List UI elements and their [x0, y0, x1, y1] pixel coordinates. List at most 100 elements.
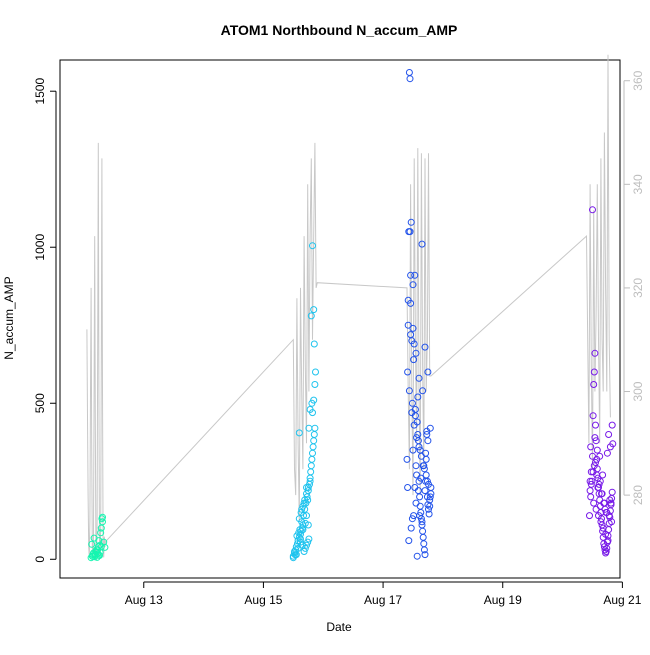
data-point	[602, 548, 610, 555]
data-point	[99, 513, 106, 521]
data-point	[88, 540, 96, 548]
data-point	[306, 477, 314, 485]
data-point	[608, 518, 616, 526]
data-point	[413, 471, 421, 479]
data-point	[416, 502, 424, 510]
x-tick-label: Aug 21	[603, 593, 641, 607]
data-point	[301, 496, 309, 504]
data-point	[90, 534, 98, 542]
data-point	[590, 499, 598, 507]
data-point	[591, 434, 599, 442]
data-point	[310, 340, 318, 348]
data-point	[97, 524, 105, 532]
data-point	[422, 471, 430, 479]
data-point	[586, 512, 593, 520]
data-point	[602, 509, 610, 516]
data-point	[418, 518, 426, 526]
data-point	[409, 446, 417, 454]
x-tick-label: Aug 13	[125, 593, 163, 607]
data-point	[419, 527, 427, 535]
data-point	[304, 521, 312, 529]
data-point	[309, 449, 316, 457]
data-point	[308, 455, 316, 463]
data-point	[586, 487, 594, 495]
data-point	[97, 529, 105, 537]
data-point	[312, 368, 319, 376]
data-point	[304, 538, 312, 546]
data-point	[425, 510, 433, 518]
data-point	[416, 493, 424, 501]
data-point	[595, 480, 603, 488]
data-point	[590, 462, 598, 470]
data-point	[405, 387, 413, 395]
data-point	[603, 449, 611, 457]
y2-tick-label: 360	[631, 70, 645, 90]
data-point	[291, 548, 298, 555]
data-point	[412, 499, 420, 507]
data-point	[407, 299, 415, 307]
data-point	[299, 502, 307, 510]
data-point	[420, 546, 428, 554]
y2-tick-label: 280	[631, 485, 645, 505]
y-tick-label: 1500	[33, 78, 47, 105]
data-point	[408, 515, 416, 523]
data-point	[298, 541, 306, 549]
data-point	[406, 75, 414, 83]
data-point	[89, 553, 97, 560]
data-point	[408, 399, 416, 407]
plot-frame	[59, 59, 621, 579]
data-point	[311, 424, 319, 432]
data-point	[296, 526, 304, 534]
data-point	[407, 331, 415, 339]
data-point	[307, 312, 315, 320]
data-point	[305, 535, 313, 543]
data-point	[592, 505, 600, 513]
data-point	[602, 530, 610, 538]
data-point	[424, 501, 432, 509]
data-point	[590, 381, 598, 388]
x-tick-label: Aug 17	[364, 593, 402, 607]
data-point	[307, 462, 315, 470]
data-point	[303, 512, 310, 520]
data-point	[589, 412, 597, 420]
data-point	[592, 421, 599, 429]
chart-title: ATOM1 Northbound N_accum_AMP	[221, 22, 458, 38]
data-point	[413, 552, 421, 560]
data-point	[598, 490, 605, 498]
data-point	[99, 518, 106, 526]
x-axis-title: Date	[326, 620, 352, 634]
data-point	[587, 480, 595, 488]
data-point	[310, 431, 318, 438]
y2-tick-label: 340	[631, 174, 645, 194]
data-point	[407, 218, 415, 226]
data-point	[426, 493, 434, 501]
data-point	[309, 242, 316, 250]
data-point	[420, 540, 428, 548]
data-point	[421, 343, 429, 351]
data-point	[311, 381, 319, 388]
x-tick-label: Aug 19	[484, 593, 522, 607]
data-point	[415, 443, 423, 451]
y-tick-label: 1000	[33, 234, 47, 261]
data-point	[299, 526, 307, 534]
data-point	[405, 537, 413, 545]
data-point	[404, 484, 412, 491]
data-point	[606, 496, 614, 504]
y-axis-title: N_accum_AMP	[2, 276, 16, 359]
plot-area: Aug 13 Aug 15 Aug 17 Aug 19 Aug 21 0 500 1000 15…	[33, 54, 645, 607]
data-point	[420, 465, 428, 473]
data-point	[594, 484, 602, 491]
data-point	[423, 477, 431, 485]
data-point	[414, 487, 422, 495]
data-point	[600, 499, 608, 507]
data-point	[586, 477, 594, 485]
data-point	[297, 535, 304, 543]
data-point	[101, 543, 109, 551]
data-point	[604, 537, 612, 545]
data-point	[591, 349, 599, 357]
data-point	[409, 281, 417, 289]
data-point	[404, 321, 412, 329]
data-point	[599, 524, 607, 532]
data-point	[407, 524, 415, 532]
